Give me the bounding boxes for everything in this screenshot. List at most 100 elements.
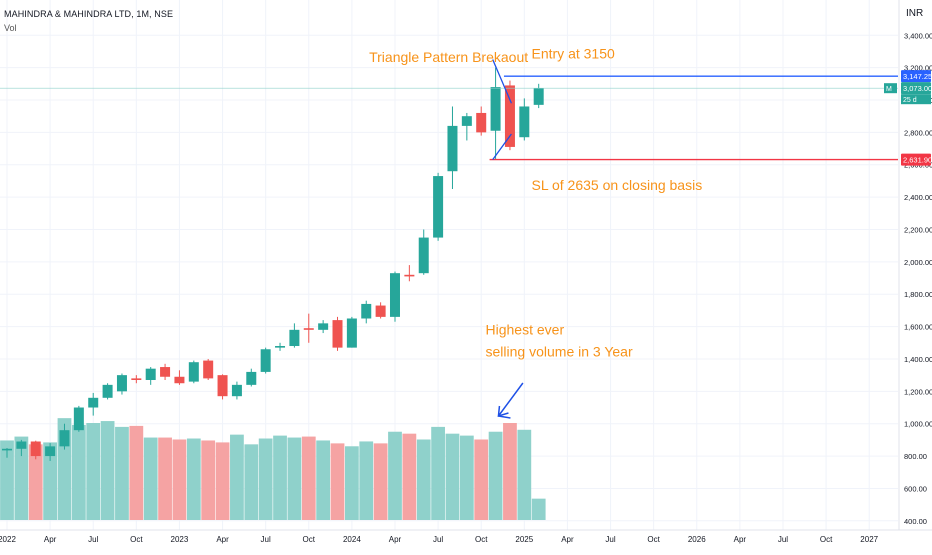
volume-bar[interactable] bbox=[0, 440, 14, 520]
volume-bar[interactable] bbox=[244, 444, 259, 520]
candle[interactable] bbox=[289, 329, 300, 347]
candle[interactable] bbox=[275, 346, 286, 348]
candle[interactable] bbox=[490, 87, 501, 131]
candle[interactable] bbox=[375, 305, 386, 317]
annotation-text[interactable]: Triangle Pattern Brekaout bbox=[369, 49, 528, 65]
volume-bar[interactable] bbox=[316, 440, 331, 520]
volume-bar[interactable] bbox=[373, 443, 388, 520]
price-tick-label: 1,200.00 bbox=[904, 387, 932, 396]
annotation-text[interactable]: Highest ever bbox=[486, 322, 565, 338]
candle[interactable] bbox=[346, 318, 357, 348]
volume-bar[interactable] bbox=[445, 433, 460, 520]
candle[interactable] bbox=[102, 384, 113, 398]
candle[interactable] bbox=[303, 328, 314, 330]
currency-label[interactable]: INR bbox=[906, 8, 924, 19]
volume-bar[interactable] bbox=[459, 435, 474, 520]
price-label-badge[interactable] bbox=[901, 70, 931, 83]
annotation-text[interactable]: selling volume in 3 Year bbox=[486, 344, 633, 360]
price-tick-label: 1,600.00 bbox=[904, 323, 932, 332]
volume-bar[interactable] bbox=[186, 438, 201, 520]
volume-bar[interactable] bbox=[416, 439, 431, 520]
annotation-text[interactable]: Entry at 3150 bbox=[532, 46, 615, 62]
candle[interactable] bbox=[59, 430, 70, 447]
volume-bar[interactable] bbox=[287, 437, 302, 520]
candle[interactable] bbox=[260, 349, 271, 372]
volume-bar[interactable] bbox=[273, 435, 287, 520]
candle[interactable] bbox=[73, 407, 84, 431]
candle[interactable] bbox=[389, 273, 400, 317]
candle[interactable] bbox=[418, 237, 429, 274]
candle[interactable] bbox=[145, 368, 156, 381]
countdown-text: 25 d bbox=[903, 97, 917, 104]
candle[interactable] bbox=[203, 360, 214, 379]
volume-bar[interactable] bbox=[172, 439, 187, 520]
candle[interactable] bbox=[447, 125, 458, 172]
price-axis: 3,400.003,200.003,000.002,800.002,600.00… bbox=[884, 0, 932, 530]
volume-bar[interactable] bbox=[503, 423, 517, 520]
candle[interactable] bbox=[30, 441, 41, 457]
candle[interactable] bbox=[404, 274, 415, 277]
volume-bar[interactable] bbox=[201, 440, 216, 520]
volume-bar[interactable] bbox=[100, 421, 115, 520]
volume-bar[interactable] bbox=[431, 426, 445, 520]
time-tick-label: Jul bbox=[605, 535, 615, 544]
candle[interactable] bbox=[231, 384, 242, 397]
volume-bar[interactable] bbox=[474, 439, 489, 520]
candle[interactable] bbox=[504, 85, 515, 147]
candle[interactable] bbox=[519, 106, 530, 138]
candle[interactable] bbox=[533, 88, 544, 105]
time-tick-label: Jul bbox=[88, 535, 98, 544]
candle[interactable] bbox=[174, 376, 185, 384]
volume-bar[interactable] bbox=[158, 437, 172, 520]
candle[interactable] bbox=[188, 362, 199, 382]
candle[interactable] bbox=[45, 446, 56, 457]
volume-bar[interactable] bbox=[230, 434, 244, 520]
volume-bar[interactable] bbox=[215, 442, 230, 520]
candle[interactable] bbox=[217, 375, 228, 397]
volume-bar[interactable] bbox=[143, 437, 158, 520]
volume-bar[interactable] bbox=[129, 425, 144, 520]
volume-bar[interactable] bbox=[531, 498, 546, 520]
candle[interactable] bbox=[318, 323, 329, 330]
arrow-line[interactable] bbox=[497, 382, 524, 417]
volume-bar[interactable] bbox=[86, 423, 101, 520]
volume-bar[interactable] bbox=[517, 429, 532, 520]
volume-bar[interactable] bbox=[43, 442, 57, 520]
countdown-badge bbox=[901, 94, 931, 105]
volume-bar[interactable] bbox=[71, 424, 86, 520]
candle[interactable] bbox=[16, 441, 27, 449]
candle[interactable] bbox=[88, 397, 99, 408]
candle[interactable] bbox=[332, 320, 343, 348]
volume-bar[interactable] bbox=[301, 436, 316, 520]
volume-bar[interactable] bbox=[115, 426, 129, 520]
volume-bar[interactable] bbox=[28, 444, 43, 520]
pattern-upper-line[interactable] bbox=[492, 59, 512, 104]
candle[interactable] bbox=[433, 176, 444, 238]
annotation-text[interactable]: SL of 2635 on closing basis bbox=[532, 177, 703, 193]
volume-bar[interactable] bbox=[359, 441, 374, 520]
candle[interactable] bbox=[2, 448, 12, 451]
volume-bar[interactable] bbox=[488, 431, 503, 520]
price-label-badge[interactable] bbox=[901, 82, 931, 95]
volume-bar[interactable] bbox=[258, 438, 273, 520]
candle[interactable] bbox=[160, 367, 171, 377]
candle[interactable] bbox=[246, 371, 257, 385]
candle[interactable] bbox=[131, 378, 142, 381]
candle[interactable] bbox=[116, 375, 127, 392]
price-label-badge[interactable] bbox=[901, 153, 931, 166]
volume-bar[interactable] bbox=[402, 433, 417, 520]
volume-bar[interactable] bbox=[14, 436, 29, 520]
candle[interactable] bbox=[476, 112, 487, 133]
volume-bar[interactable] bbox=[344, 446, 359, 520]
candle[interactable] bbox=[461, 116, 472, 126]
volume-indicator-label[interactable]: Vol bbox=[4, 23, 17, 33]
candle[interactable] bbox=[361, 303, 372, 319]
volume-bar[interactable] bbox=[330, 443, 345, 520]
series-marker-text: M bbox=[886, 86, 892, 93]
time-tick-label: 2026 bbox=[688, 535, 706, 544]
pattern-lower-line[interactable] bbox=[492, 133, 512, 160]
series-marker-badge[interactable] bbox=[884, 83, 897, 94]
volume-bar[interactable] bbox=[388, 431, 402, 520]
